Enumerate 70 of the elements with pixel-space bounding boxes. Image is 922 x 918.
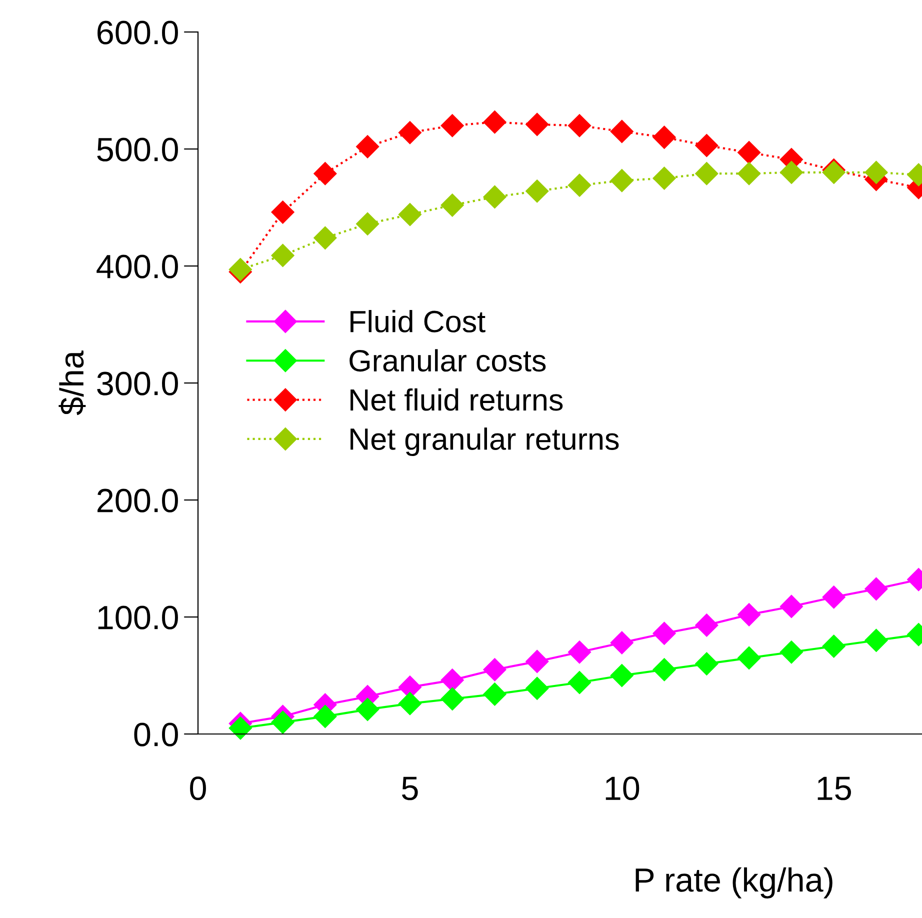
- point: [695, 652, 718, 676]
- point: [695, 614, 718, 637]
- x-tick-label: 10: [606, 776, 640, 800]
- point: [738, 603, 761, 626]
- point: [398, 203, 422, 226]
- point: [398, 692, 422, 716]
- point: [652, 126, 676, 149]
- point: [356, 212, 380, 236]
- point: [695, 134, 718, 157]
- point: [652, 166, 676, 190]
- x-tick-label: 15: [818, 776, 851, 800]
- point: [568, 114, 591, 138]
- point: [864, 628, 888, 652]
- point: [738, 646, 761, 670]
- point: [356, 135, 380, 158]
- point: [440, 194, 464, 217]
- y-axis-title: $/ha: [58, 350, 86, 416]
- y-tick-label: 200.0: [98, 488, 178, 512]
- y-tick-label: 600.0: [98, 20, 178, 44]
- point: [271, 244, 294, 267]
- point: [610, 664, 634, 687]
- legend-label: Granular costs: [350, 349, 546, 372]
- point: [568, 174, 591, 197]
- y-tick-label: 0.0: [134, 722, 178, 746]
- point: [822, 634, 846, 658]
- point: [864, 577, 888, 600]
- point: [526, 112, 549, 136]
- point: [526, 180, 549, 203]
- x-tick-label: 5: [402, 776, 418, 800]
- point: [440, 687, 464, 710]
- legend-label: Net granular returns: [350, 428, 619, 456]
- y-tick-label: 500.0: [97, 138, 178, 162]
- point: [483, 658, 506, 682]
- point: [610, 120, 634, 143]
- point: [780, 594, 803, 618]
- x-axis-title: P rate (kg/ha): [636, 867, 832, 898]
- point: [483, 110, 506, 134]
- point: [314, 162, 337, 186]
- point: [610, 169, 634, 192]
- point: [738, 141, 761, 164]
- y-tick-label: 300.0: [97, 372, 178, 396]
- point: [483, 682, 506, 706]
- y-tick-label: 100.0: [98, 606, 178, 630]
- point: [271, 200, 294, 224]
- x-tick-label: 0: [190, 776, 206, 800]
- point: [568, 671, 591, 694]
- point: [398, 121, 422, 144]
- point: [610, 631, 634, 654]
- point: [864, 160, 888, 184]
- legend-label: Net fluid returns: [350, 388, 563, 411]
- point: [695, 162, 718, 186]
- point: [780, 160, 803, 184]
- point: [822, 586, 846, 609]
- point: [440, 114, 464, 138]
- point: [652, 622, 676, 645]
- point: [526, 676, 549, 700]
- point: [314, 704, 337, 728]
- point: [738, 162, 761, 186]
- point: [314, 226, 337, 250]
- point: [568, 640, 591, 664]
- point: [652, 658, 676, 682]
- point: [483, 185, 506, 208]
- legend-label: Fluid Cost: [350, 310, 486, 332]
- point: [780, 640, 803, 664]
- point: [356, 698, 380, 721]
- point: [228, 716, 252, 740]
- point: [526, 650, 549, 673]
- point: [271, 710, 294, 734]
- y-tick-label: 400.0: [96, 254, 178, 278]
- point: [440, 668, 464, 692]
